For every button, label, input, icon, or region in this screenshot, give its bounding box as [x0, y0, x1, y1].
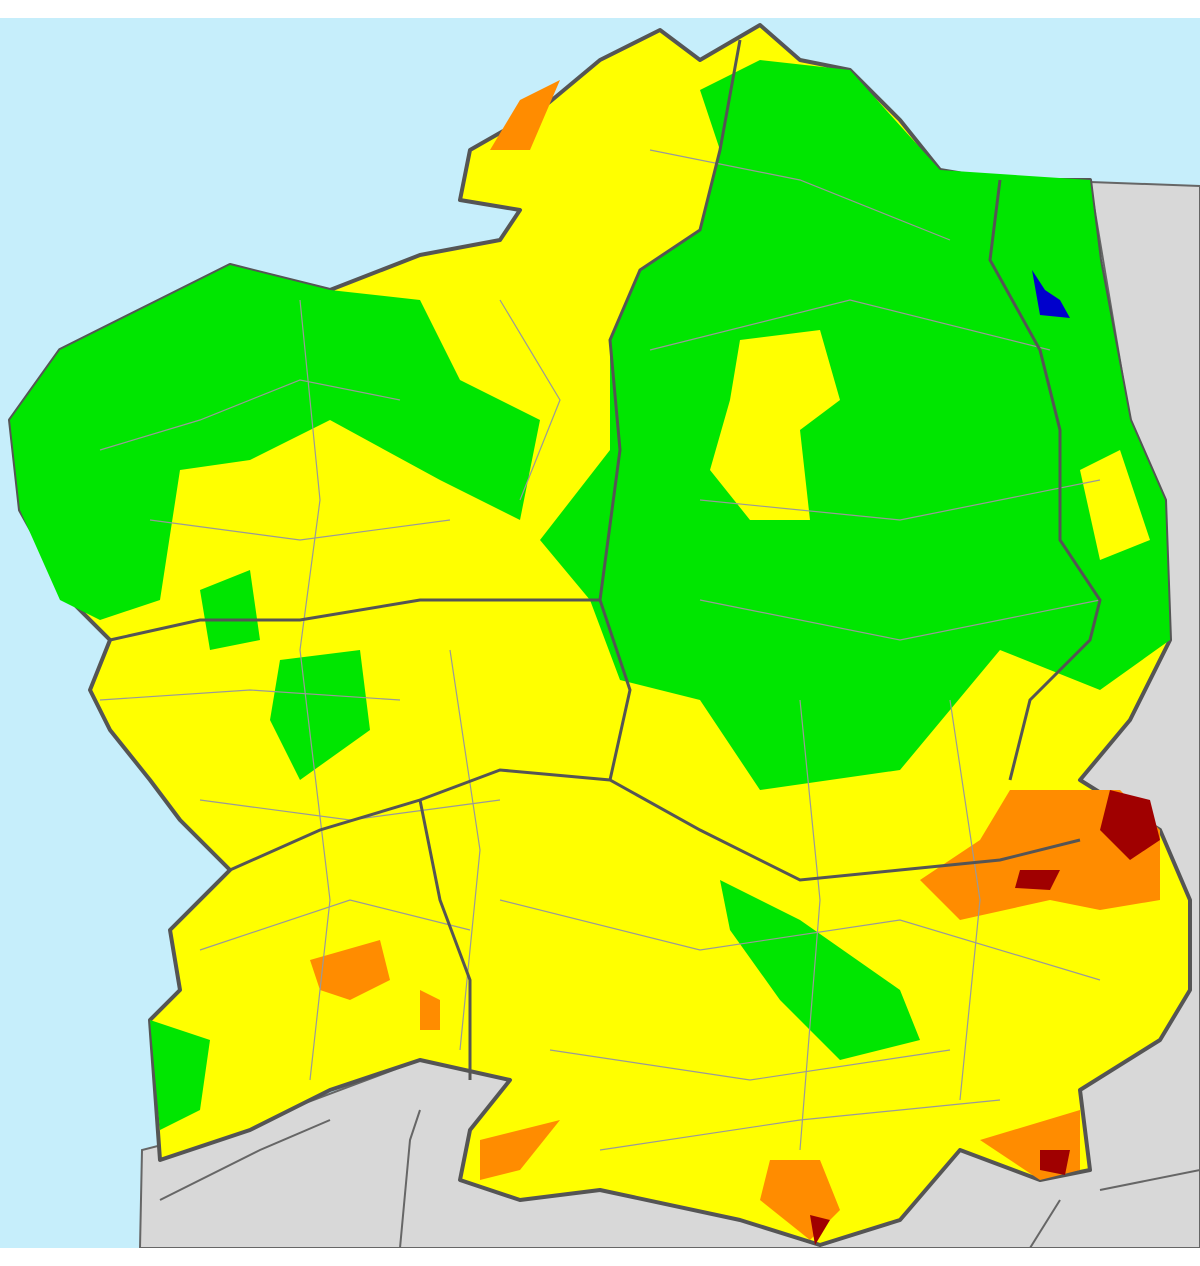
low-risk-areas [10, 60, 1170, 1130]
water-body [1032, 270, 1070, 318]
very-high-risk-areas [810, 790, 1160, 1245]
moderate-risk-patches [710, 330, 1150, 560]
province-borders [109, 39, 1102, 1080]
risk-map[interactable] [0, 18, 1200, 1248]
portugal-border [159, 1109, 1200, 1248]
